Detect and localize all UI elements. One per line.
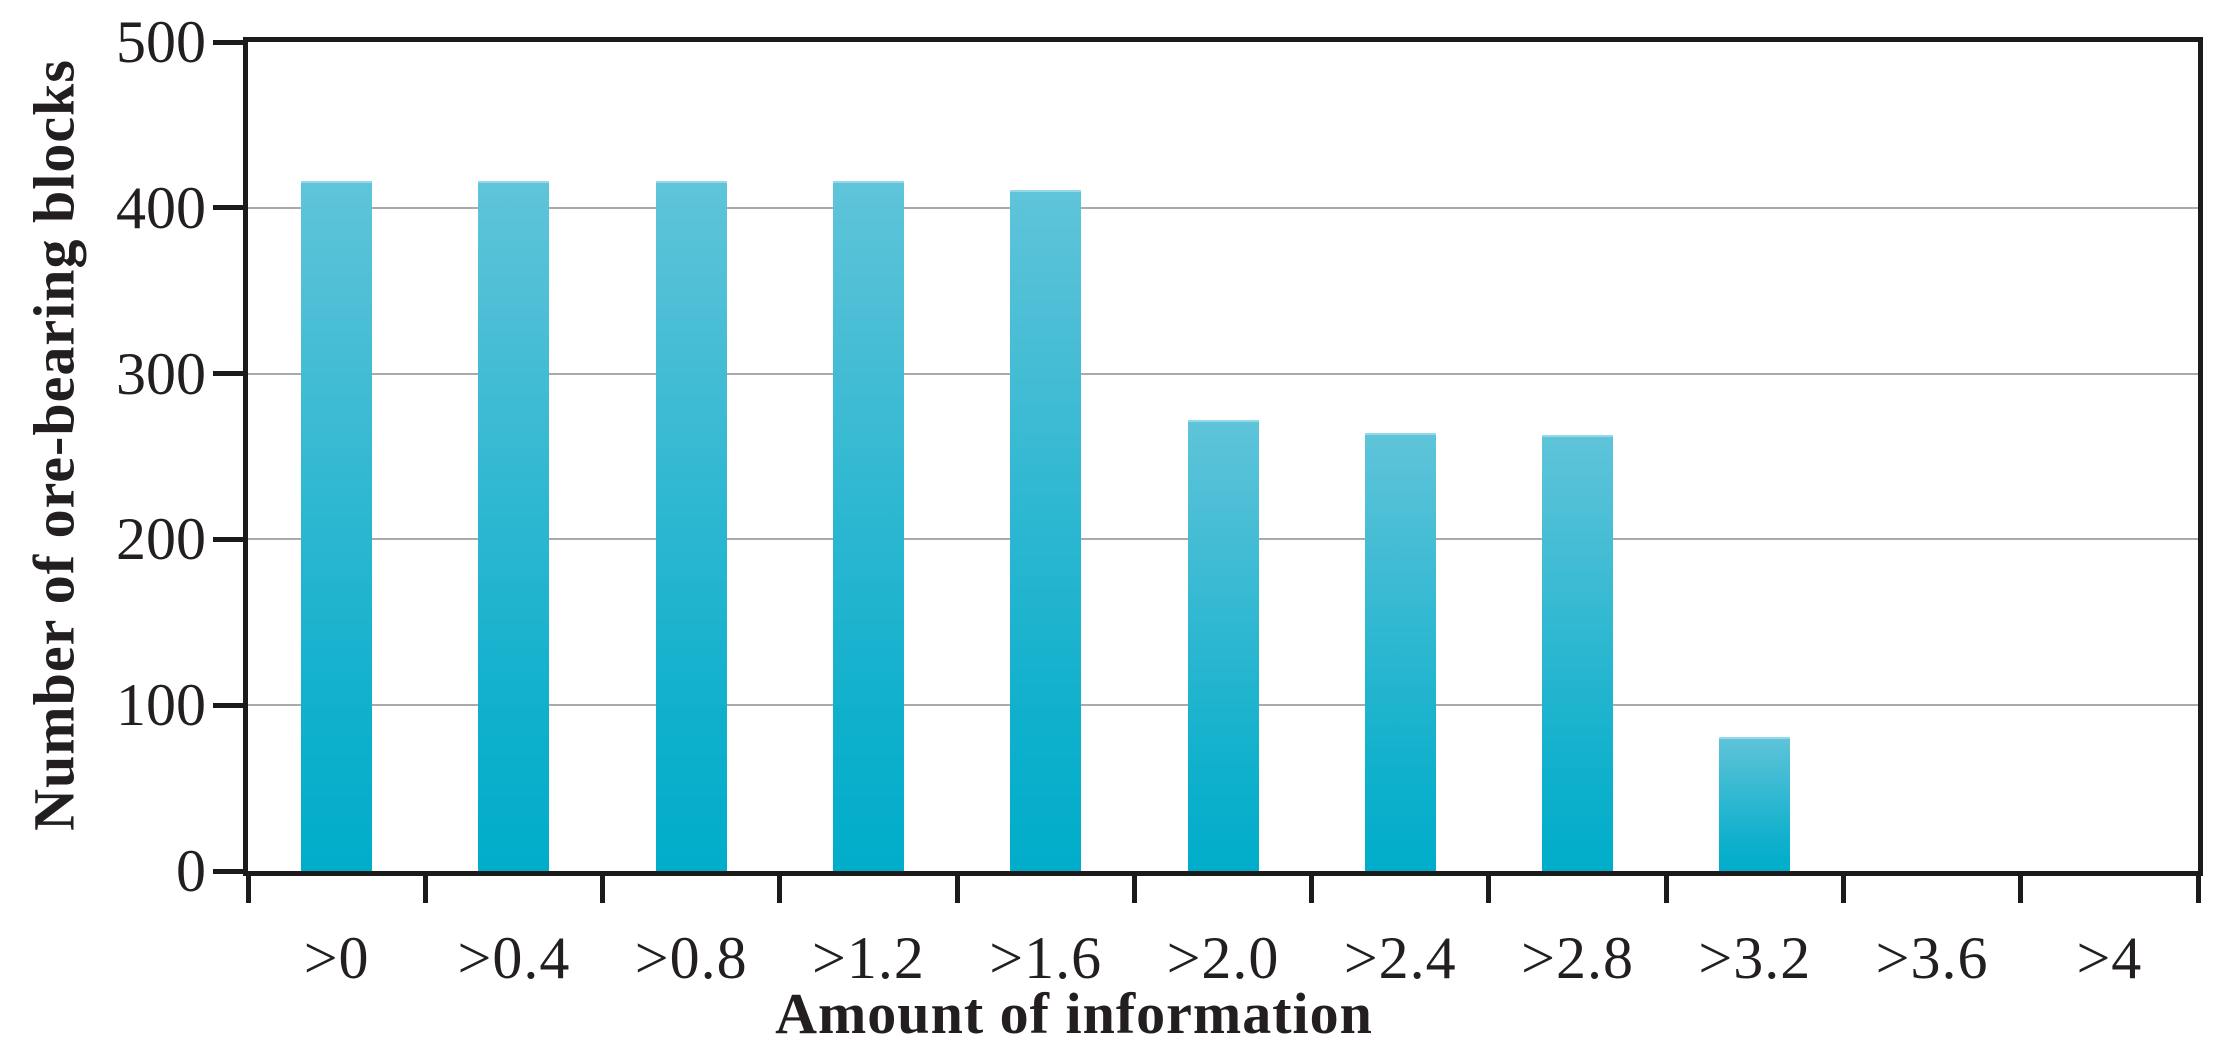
x-axis-tick bbox=[1309, 876, 1315, 903]
x-axis-tick bbox=[954, 876, 960, 903]
x-tick-label: >4 bbox=[2076, 925, 2143, 991]
x-axis-tick bbox=[1131, 876, 1137, 903]
y-tick-label: 100 bbox=[116, 672, 206, 739]
bar bbox=[832, 181, 904, 871]
x-axis-tick bbox=[245, 876, 251, 903]
y-tick-label: 500 bbox=[116, 9, 206, 75]
x-axis-tick bbox=[1486, 876, 1492, 903]
x-tick-label: >3.6 bbox=[1875, 925, 1989, 991]
bar bbox=[1542, 434, 1614, 871]
x-tick-label: >1.2 bbox=[812, 925, 925, 991]
y-axis-tick bbox=[213, 868, 243, 874]
bar bbox=[301, 181, 373, 871]
y-tick-label: 300 bbox=[116, 340, 206, 407]
x-tick-label: >2.8 bbox=[1521, 925, 1634, 991]
bar bbox=[1187, 420, 1259, 871]
bar bbox=[1719, 736, 1791, 871]
y-axis-tick bbox=[213, 205, 243, 211]
y-tick-label: 0 bbox=[176, 838, 206, 904]
x-tick-label: >2.4 bbox=[1343, 925, 1457, 991]
x-axis-tick bbox=[1663, 876, 1669, 903]
y-axis-tick bbox=[213, 536, 243, 542]
y-tick-label: 200 bbox=[116, 506, 206, 573]
x-tick-label: >0.4 bbox=[457, 925, 571, 991]
y-axis-tick bbox=[213, 702, 243, 708]
x-tick-label: >2.0 bbox=[1166, 925, 1280, 991]
x-axis-tick bbox=[1840, 876, 1846, 903]
x-axis-tick bbox=[600, 876, 606, 903]
x-tick-label: >0 bbox=[303, 925, 370, 991]
x-tick-label: >1.6 bbox=[989, 925, 1103, 991]
y-axis-tick bbox=[213, 371, 243, 377]
gridline bbox=[248, 372, 2198, 375]
bar bbox=[1364, 433, 1436, 871]
x-tick-label: >0.8 bbox=[634, 925, 748, 991]
plot-area bbox=[243, 37, 2203, 876]
bar bbox=[1010, 189, 1082, 871]
plot-inner bbox=[248, 42, 2198, 871]
bar bbox=[478, 181, 550, 871]
bar bbox=[655, 181, 727, 871]
y-tick-label: 400 bbox=[116, 174, 206, 241]
gridline bbox=[248, 206, 2198, 209]
x-axis-tick bbox=[777, 876, 783, 903]
y-axis-tick bbox=[213, 39, 243, 45]
x-axis-tick bbox=[2195, 876, 2201, 903]
x-axis-tick bbox=[422, 876, 428, 903]
x-axis-tick bbox=[2018, 876, 2024, 903]
x-tick-label: >3.2 bbox=[1698, 925, 1812, 991]
x-axis-title: Amount of information bbox=[775, 981, 1373, 1046]
